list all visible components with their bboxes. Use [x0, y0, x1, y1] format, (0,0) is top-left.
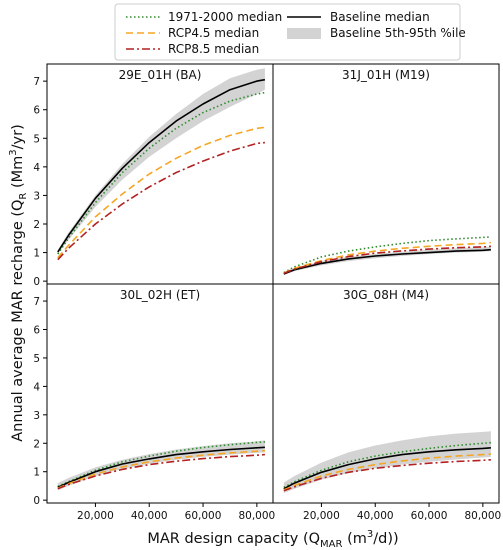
series-line-rcp45	[283, 453, 491, 491]
panel-31j-01h: 31J_01H (M19)	[272, 63, 500, 285]
x-tick-label: 20,000	[77, 510, 114, 522]
x-tick-label: 40,000	[131, 510, 168, 522]
y-tick-label: 1	[33, 467, 40, 479]
y-tick-label: 1	[33, 248, 40, 260]
band-5th-95th	[57, 440, 265, 491]
band-5th-95th	[283, 431, 491, 493]
panel-title: 30G_08H (M4)	[343, 288, 429, 302]
y-tick-label: 5	[33, 133, 40, 145]
legend-label-1971-2000: 1971-2000 median	[168, 10, 282, 24]
legend-label-rcp85: RCP8.5 median	[168, 42, 259, 56]
y-tick-label: 6	[33, 325, 40, 337]
y-axis-label: Annual average MAR recharge (QR (Mm3/yr)	[8, 124, 29, 442]
series-line-rcp45	[283, 241, 491, 274]
panel-29e-01h: 29E_01H (BA) 0 1 2 3 4 5 6 7	[33, 63, 274, 288]
x-axis-label: MAR design capacity (QMAR (m3/d))	[147, 529, 398, 550]
y-tick-label: 7	[33, 76, 40, 88]
panel-30l-02h: 30L_02H (ET) 0 1 2 3 4 5 6 7 20,000 40,000 60,000 8…	[33, 283, 275, 522]
legend: 1971-2000 median Baseline median RCP4.5 …	[114, 3, 466, 61]
series-line-baseline	[57, 446, 265, 489]
series-line-baseline	[57, 78, 266, 253]
series-line-rcp85	[57, 141, 265, 261]
band-5th-95th	[57, 68, 265, 254]
series-line-1971-2000	[283, 236, 491, 274]
y-tick-label: 0	[33, 276, 40, 288]
series-line-rcp85	[283, 245, 491, 275]
series-line-baseline	[283, 447, 491, 490]
series-line-1971-2000	[57, 91, 266, 255]
y-tick-label: 6	[33, 105, 40, 117]
panel-title: 30L_02H (ET)	[120, 288, 200, 302]
legend-label-rcp45: RCP4.5 median	[168, 26, 259, 40]
panel-title: 29E_01H (BA)	[119, 68, 202, 82]
y-tick-label: 7	[33, 296, 40, 308]
legend-label-baseline: Baseline median	[330, 10, 430, 24]
legend-swatch-band	[287, 28, 321, 39]
series-line-rcp45	[57, 449, 265, 489]
x-tick-label: 40,000	[357, 510, 394, 522]
y-tick-label: 2	[33, 438, 40, 450]
x-tick-label: 20,000	[303, 510, 340, 522]
x-tick-label: 60,000	[185, 510, 222, 522]
y-tick-label: 0	[33, 495, 40, 507]
y-tick-label: 3	[33, 410, 40, 422]
y-tick-label: 2	[33, 219, 40, 231]
series-line-rcp45	[57, 126, 265, 259]
y-tick-label: 4	[33, 162, 40, 174]
series-line-baseline	[283, 248, 491, 275]
panel-title: 31J_01H (M19)	[342, 68, 430, 82]
axes-frame	[46, 283, 274, 504]
x-tick-label: 80,000	[238, 510, 275, 522]
series-line-1971-2000	[283, 441, 491, 489]
axes-frame	[272, 283, 500, 504]
x-tick-label: 80,000	[464, 510, 501, 522]
series-line-rcp85	[283, 459, 491, 492]
x-tick-label: 60,000	[411, 510, 448, 522]
series-line-rcp85	[57, 453, 265, 490]
y-tick-label: 4	[33, 381, 40, 393]
panel-30g-08h: 30G_08H (M4) 20,000 40,000 60,000 80,000	[272, 283, 501, 522]
legend-label-band: Baseline 5th-95th %ile	[330, 26, 466, 40]
y-tick-label: 5	[33, 353, 40, 365]
y-tick-label: 3	[33, 190, 40, 202]
